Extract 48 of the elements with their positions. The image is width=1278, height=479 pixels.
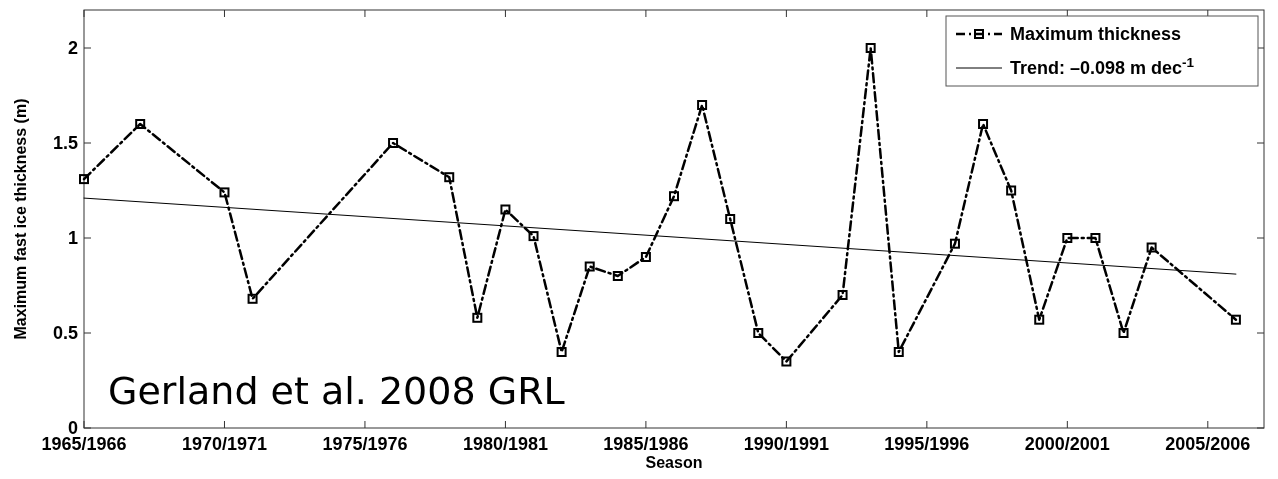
point	[444, 172, 455, 183]
x-tick-label: 1965/1966	[41, 434, 127, 454]
point	[978, 119, 989, 129]
point	[640, 252, 651, 262]
point	[725, 214, 736, 224]
point	[893, 347, 904, 357]
point	[247, 293, 258, 304]
point	[1006, 185, 1017, 196]
point	[753, 328, 764, 338]
x-tick-label: 1995/1996	[884, 434, 970, 454]
point	[219, 187, 230, 198]
x-tick-label: 1985/1986	[603, 434, 689, 454]
point	[949, 238, 960, 249]
point	[669, 191, 679, 202]
point	[79, 174, 89, 185]
point	[1146, 242, 1157, 253]
point	[528, 231, 539, 242]
x-axis-title: Season	[645, 454, 703, 471]
x-tick-label: 1970/1971	[181, 434, 268, 454]
point	[1090, 233, 1101, 243]
legend-label: Trend: –0.098 m dec$^{-1}$	[1010, 54, 1195, 79]
y-axis-title: Maximum fast ice thickness (m)	[12, 98, 29, 340]
point	[388, 138, 399, 148]
x-tick-label: 2000/2001	[1024, 434, 1110, 454]
point	[556, 347, 567, 357]
legend-label: Maximum thickness	[1010, 24, 1182, 45]
x-tick-label: 1975/1976	[322, 434, 408, 454]
y-tick-label: 0.5	[52, 323, 78, 344]
point	[697, 100, 708, 110]
y-tick-label: 2	[67, 38, 78, 59]
x-tick-label: 1990/1991	[743, 434, 829, 454]
point	[837, 290, 848, 300]
point	[1062, 233, 1073, 243]
y-tick-label: 1.5	[52, 133, 78, 154]
point	[135, 119, 146, 129]
point	[472, 312, 483, 323]
y-tick-label: 1	[67, 228, 78, 249]
point	[781, 356, 792, 367]
point	[1230, 314, 1241, 325]
x-tick-label: 1980/1981	[462, 434, 548, 454]
point	[1034, 314, 1045, 325]
x-tick-label: 2005/2006	[1165, 434, 1251, 454]
point	[1118, 328, 1129, 338]
point	[865, 43, 876, 53]
point	[500, 204, 511, 215]
annotation: Gerland et al. 2008 GRL	[108, 369, 565, 413]
point	[612, 271, 623, 281]
point	[584, 261, 595, 272]
